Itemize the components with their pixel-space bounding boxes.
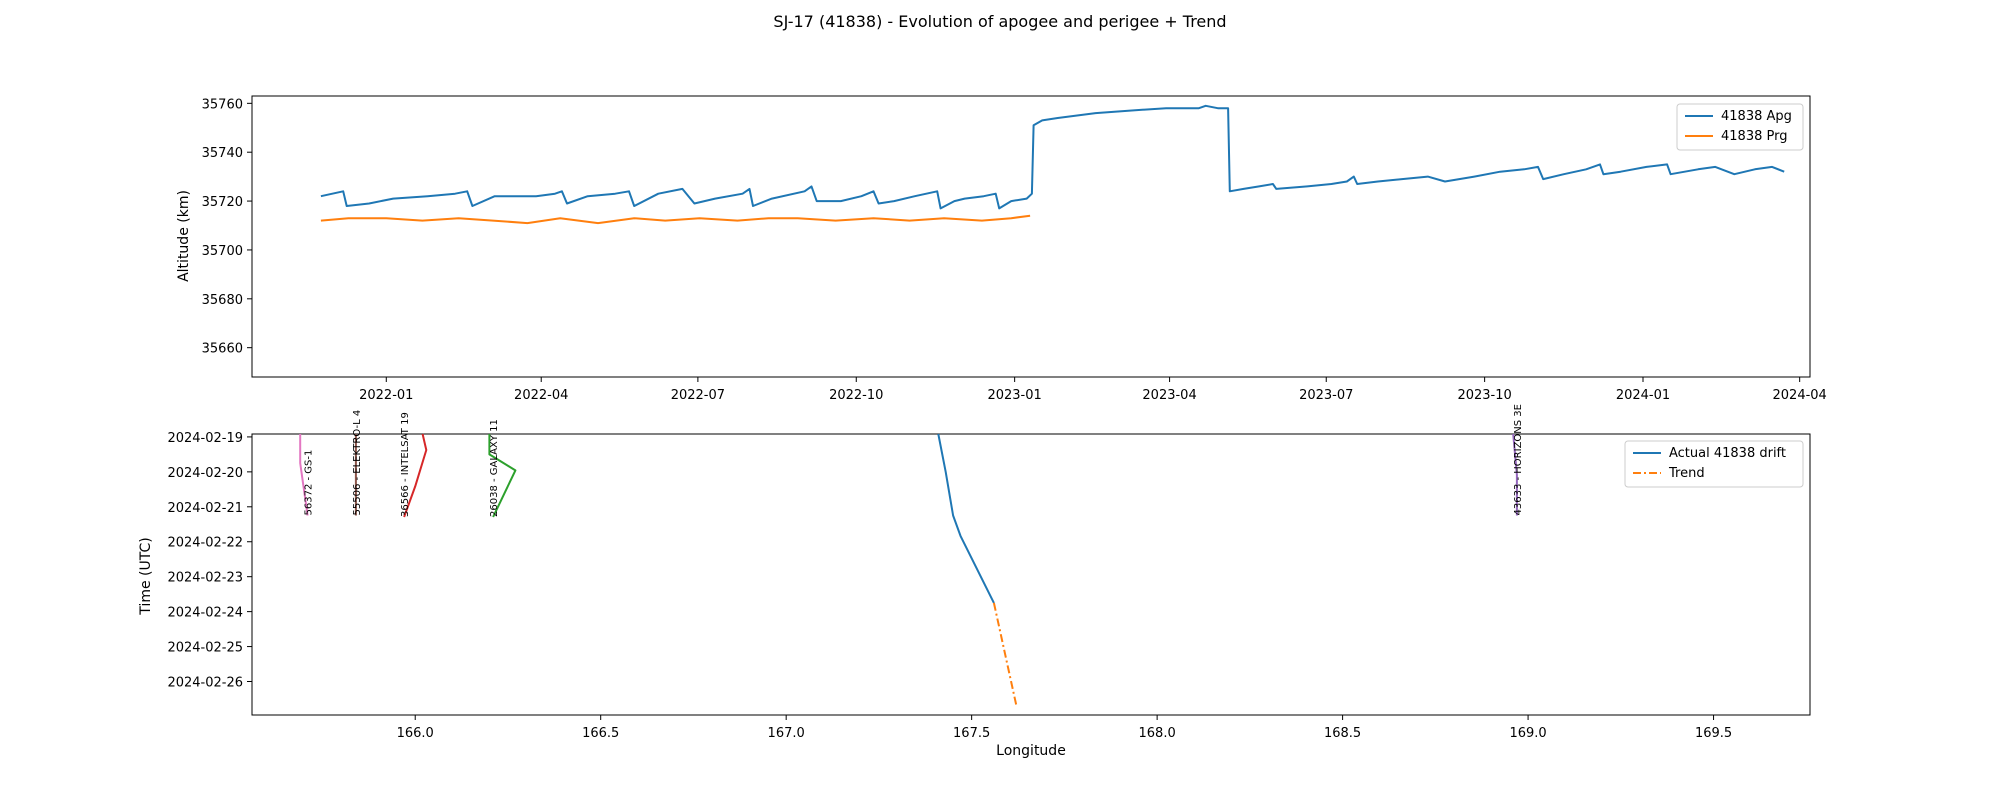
top-y-tick-label: 35680 [202,293,243,308]
top-x-tick-label: 2022-10 [829,388,883,403]
top-x-tick-label: 2024-04 [1773,388,1827,403]
top-series [320,104,1785,225]
series-line-36566-intelsat-19 [403,433,428,518]
series-line-actual-41838-drift [937,433,995,604]
satellite-label-43633-horizons-3e: 43633 - HORIZONS 3E [1513,404,1524,515]
bottom-y-tick-label: 2024-02-23 [167,571,243,586]
bottom-y-tick-label: 2024-02-26 [167,676,243,691]
legend-label-drift: Actual 41838 drift [1669,446,1786,461]
bottom-x-tick-label: 166.5 [582,726,619,741]
satellite-label-36566-intelsat-19: 36566 - INTELSAT 19 [400,412,411,517]
top-legend: 41838 Apg 41838 Prg [1676,103,1804,151]
legend-label-apogee: 41838 Apg [1721,109,1792,124]
bottom-x-tick-label: 168.5 [1324,726,1361,741]
satellite-label-55506-elektro-l-4: 55506 - ELEKTRO-L 4 [352,410,363,516]
series-line-41838-apg [320,104,1785,210]
top-y-tick-label: 35700 [202,244,243,259]
bottom-y-axis-label: Time (UTC) [138,537,154,615]
top-x-tick-label: 2023-10 [1457,388,1511,403]
top-y-tick-label: 35660 [202,342,243,357]
series-line-56372-gs-1 [299,434,309,516]
top-y-tick-label: 35720 [202,195,243,210]
series-line-26038-galaxy-11 [488,434,517,518]
bottom-y-tick-label: 2024-02-21 [167,501,243,516]
bottom-series: 56372 - GS-1 55506 - ELEKTRO-L 4 36566 - I… [299,404,1524,706]
top-x-tick-label: 2023-07 [1299,388,1353,403]
top-x-tick-label: 2023-04 [1142,388,1196,403]
satellite-label-26038-galaxy-11: 26038 - GALAXY 11 [489,419,500,517]
legend-label-trend: Trend [1668,466,1705,481]
bottom-x-tick-label: 167.5 [953,726,990,741]
top-x-tick-label: 2022-04 [514,388,568,403]
series-line-41838-prg [320,214,1031,225]
top-y-ticks: 35660 35680 35700 35720 35740 35760 [202,97,252,357]
top-x-tick-label: 2022-07 [671,388,725,403]
top-axes-frame [251,95,1811,378]
bottom-y-tick-label: 2024-02-25 [167,641,243,656]
series-line-trend [992,602,1018,706]
top-x-tick-label: 2024-01 [1616,388,1670,403]
top-y-tick-label: 35740 [202,146,243,161]
satellite-label-56372-gs-1: 56372 - GS-1 [304,450,315,516]
top-x-tick-label: 2022-01 [359,388,413,403]
bottom-x-tick-label: 169.5 [1695,726,1732,741]
bottom-x-tick-label: 168.0 [1139,726,1176,741]
top-x-tick-label: 2023-01 [987,388,1041,403]
bottom-x-tick-label: 169.0 [1509,726,1546,741]
bottom-y-tick-label: 2024-02-24 [167,606,243,621]
bottom-axes-frame [251,433,1811,716]
bottom-y-tick-label: 2024-02-20 [167,466,243,481]
series-line-43633-horizons-3e [1512,433,1518,516]
bottom-x-tick-label: 167.0 [768,726,805,741]
apogee-perigee-panel: Altitude (km) 2022-01 2022-04 2022-07 2022-… [176,95,1827,403]
legend-label-perigee: 41838 Prg [1721,129,1787,144]
top-y-tick-label: 35760 [202,97,243,112]
bottom-y-tick-label: 2024-02-22 [167,536,243,551]
figure-title: SJ-17 (41838) - Evolution of apogee and … [773,12,1226,31]
bottom-x-tick-label: 166.0 [397,726,434,741]
top-y-axis-label: Altitude (km) [176,190,192,282]
bottom-x-axis-label: Longitude [996,743,1066,759]
bottom-legend-box [1624,440,1804,488]
bottom-y-ticks: 2024-02-19 2024-02-20 2024-02-21 2024-02-22… [167,431,252,691]
bottom-x-ticks: 166.0 166.5 167.0 167.5 168.0 168.5 169.0 169.5 [397,715,1732,741]
bottom-y-tick-label: 2024-02-19 [167,431,243,446]
drift-panel: Longitude Time (UTC) 166.0 166.5 167.0 167.… [138,404,1811,759]
bottom-legend: Actual 41838 drift Trend [1624,440,1804,488]
top-x-ticks: 2022-01 2022-04 2022-07 2022-10 2023-01 2023-… [359,377,1827,403]
